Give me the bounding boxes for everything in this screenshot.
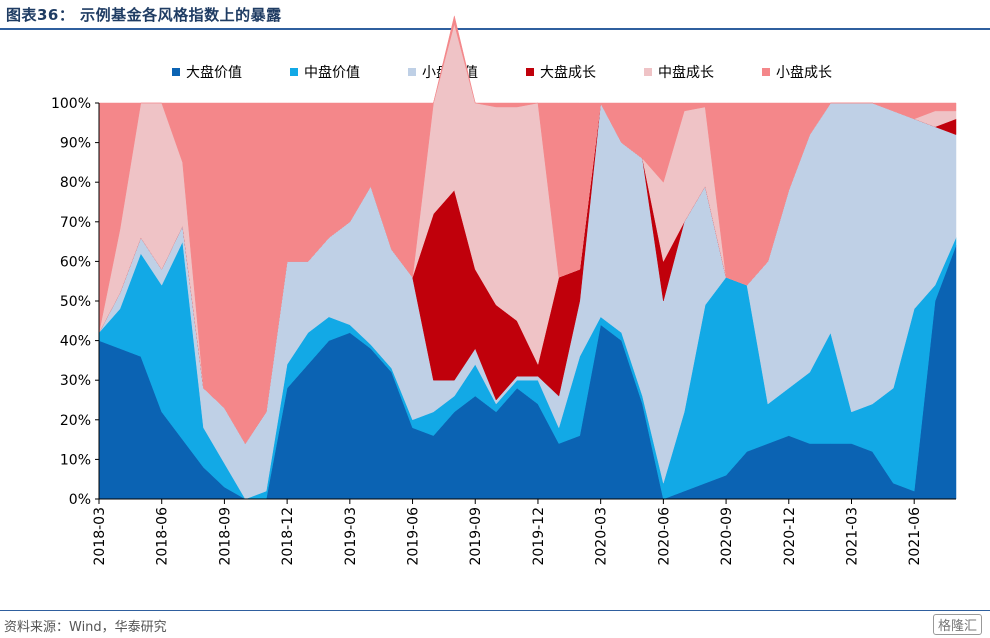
x-tick-label: 2019-03: [343, 507, 359, 566]
x-tick-label: 2019-09: [468, 507, 484, 566]
x-tick-label: 2018-06: [155, 507, 171, 566]
legend-swatch: [290, 68, 298, 76]
y-tick-label: 100%: [51, 96, 91, 112]
x-tick-label: 2021-06: [907, 507, 923, 566]
x-tick-label: 2020-09: [719, 507, 735, 566]
y-tick-label: 40%: [60, 334, 91, 350]
y-tick-label: 0%: [69, 492, 91, 508]
title-rule: [0, 28, 990, 30]
y-tick-label: 80%: [60, 175, 91, 191]
legend-label: 大盘成长: [540, 64, 596, 81]
x-tick-label: 2021-03: [844, 507, 860, 566]
x-tick-label: 2018-12: [280, 507, 296, 566]
figure-title: 图表36： 示例基金各风格指数上的暴露: [6, 6, 282, 24]
y-tick-label: 50%: [60, 294, 91, 310]
y-tick-label: 90%: [60, 136, 91, 152]
y-tick-label: 30%: [60, 373, 91, 389]
y-tick-label: 70%: [60, 215, 91, 231]
legend: 大盘价值中盘价值小盘价值大盘成长中盘成长小盘成长: [172, 64, 832, 81]
y-tick-label: 10%: [60, 452, 91, 468]
x-tick-label: 2019-06: [406, 507, 422, 566]
legend-label: 中盘价值: [304, 64, 360, 81]
legend-label: 小盘成长: [776, 64, 832, 81]
legend-swatch: [762, 68, 770, 76]
legend-label: 中盘成长: [658, 64, 714, 81]
y-tick-label: 60%: [60, 254, 91, 270]
x-tick-label: 2020-03: [594, 507, 610, 566]
legend-swatch: [172, 68, 180, 76]
x-tick-label: 2018-09: [217, 507, 233, 566]
legend-swatch: [526, 68, 534, 76]
area-series-group: [98, 15, 957, 500]
legend-label: 大盘价值: [186, 64, 242, 81]
x-tick-label: 2020-06: [656, 507, 672, 566]
x-tick-label: 2018-03: [92, 507, 108, 566]
legend-swatch: [644, 68, 652, 76]
y-tick-label: 20%: [60, 413, 91, 429]
legend-swatch: [408, 68, 416, 76]
watermark-logo: 格隆汇: [932, 614, 982, 635]
x-tick-label: 2019-12: [531, 507, 547, 566]
x-tick-label: 2020-12: [782, 507, 798, 566]
source-note: 资料来源：Wind，华泰研究: [4, 620, 167, 635]
footer-rule: [0, 610, 990, 611]
stacked-area-chart: 大盘价值中盘价值小盘价值大盘成长中盘成长小盘成长 100%90%80%70%60…: [51, 15, 957, 566]
area-series-6: [98, 15, 957, 445]
axes: 100% 90% 80% 70% 60% 50% 40% 30% 20% 10% 0%2018-03…: [51, 96, 956, 566]
